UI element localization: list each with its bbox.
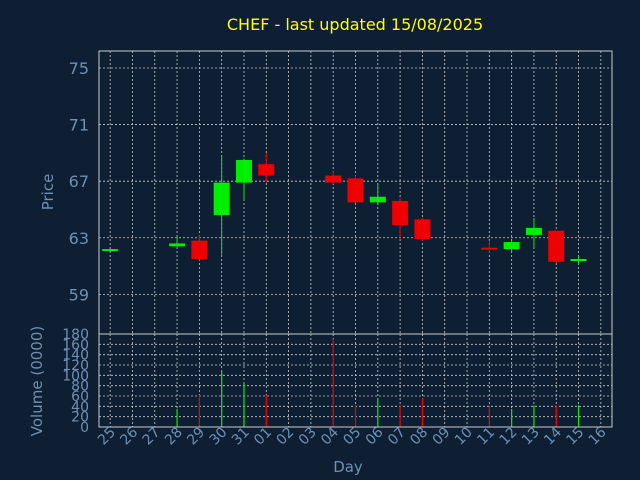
candle-body xyxy=(369,196,386,203)
x-tick-label: 05 xyxy=(340,425,364,449)
price-tick-labels: 59 63 67 71 75 xyxy=(69,59,89,304)
x-tick-label: 02 xyxy=(273,425,297,449)
volume-tick-label: 0 xyxy=(80,420,89,436)
price-axis-label: Price xyxy=(39,174,57,211)
volume-panel-frame xyxy=(98,333,613,428)
x-tick-label: 09 xyxy=(430,425,454,449)
candle-body xyxy=(481,247,498,250)
volume-bars xyxy=(176,339,580,427)
candles xyxy=(102,152,587,265)
x-tick-label: 14 xyxy=(541,424,565,448)
candle-body xyxy=(169,243,186,247)
volume-tick-label: 40 xyxy=(71,399,89,415)
x-tick-label: 28 xyxy=(162,425,186,449)
x-tick-label: 03 xyxy=(296,425,320,449)
x-tick-label: 26 xyxy=(117,424,141,448)
x-tick-label: 08 xyxy=(407,425,431,449)
price-tick-label: 63 xyxy=(69,229,89,248)
candle-body xyxy=(325,175,342,183)
candle-body xyxy=(392,200,409,226)
candle-body xyxy=(525,227,542,235)
candle-body xyxy=(235,159,252,183)
x-tick-label: 11 xyxy=(474,425,498,449)
x-tick-label: 01 xyxy=(251,425,275,449)
x-tick-label: 31 xyxy=(229,425,253,449)
chart-title: CHEF - last updated 15/08/2025 xyxy=(227,15,483,34)
x-tick-label: 10 xyxy=(452,425,476,449)
candle-body xyxy=(414,219,431,240)
volume-tick-label: 100 xyxy=(62,368,89,384)
candle-body xyxy=(570,259,587,262)
x-tick-label: 06 xyxy=(363,424,387,448)
volume-tick-label: 120 xyxy=(62,358,89,374)
x-tick-label: 04 xyxy=(318,424,342,448)
volume-axis-label: Volume (0000) xyxy=(28,326,46,436)
volume-tick-label: 60 xyxy=(71,389,89,405)
x-tick-label: 15 xyxy=(563,425,587,449)
x-tick-label: 12 xyxy=(497,425,521,449)
price-tick-label: 67 xyxy=(69,172,89,191)
x-tick-label: 07 xyxy=(385,425,409,449)
candle-body xyxy=(258,164,275,176)
candle-body xyxy=(503,242,520,250)
x-tick-label: 27 xyxy=(140,425,164,449)
x-axis-label: Day xyxy=(333,458,363,476)
volume-tick-label: 160 xyxy=(62,337,89,353)
x-tick-label: 13 xyxy=(519,425,543,449)
candle-body xyxy=(548,230,565,262)
x-tick-label: 16 xyxy=(586,424,610,448)
volume-tick-label: 20 xyxy=(71,410,89,426)
volume-tick-label: 80 xyxy=(71,379,89,395)
price-tick-label: 75 xyxy=(69,59,89,78)
volume-tick-label: 140 xyxy=(62,348,89,364)
price-tick-label: 59 xyxy=(69,285,89,304)
candle-body xyxy=(102,249,119,252)
volume-tick-label: 180 xyxy=(62,327,89,343)
x-tick-label: 29 xyxy=(184,425,208,449)
candle-body xyxy=(191,240,208,260)
x-tick-labels: 2526272829303101020304050607080910111213… xyxy=(95,424,610,448)
x-tick-label: 25 xyxy=(95,425,119,449)
price-tick-label: 71 xyxy=(69,116,89,135)
x-tick-label: 30 xyxy=(207,425,231,449)
candle-body xyxy=(213,182,230,216)
candle-body xyxy=(347,178,364,203)
